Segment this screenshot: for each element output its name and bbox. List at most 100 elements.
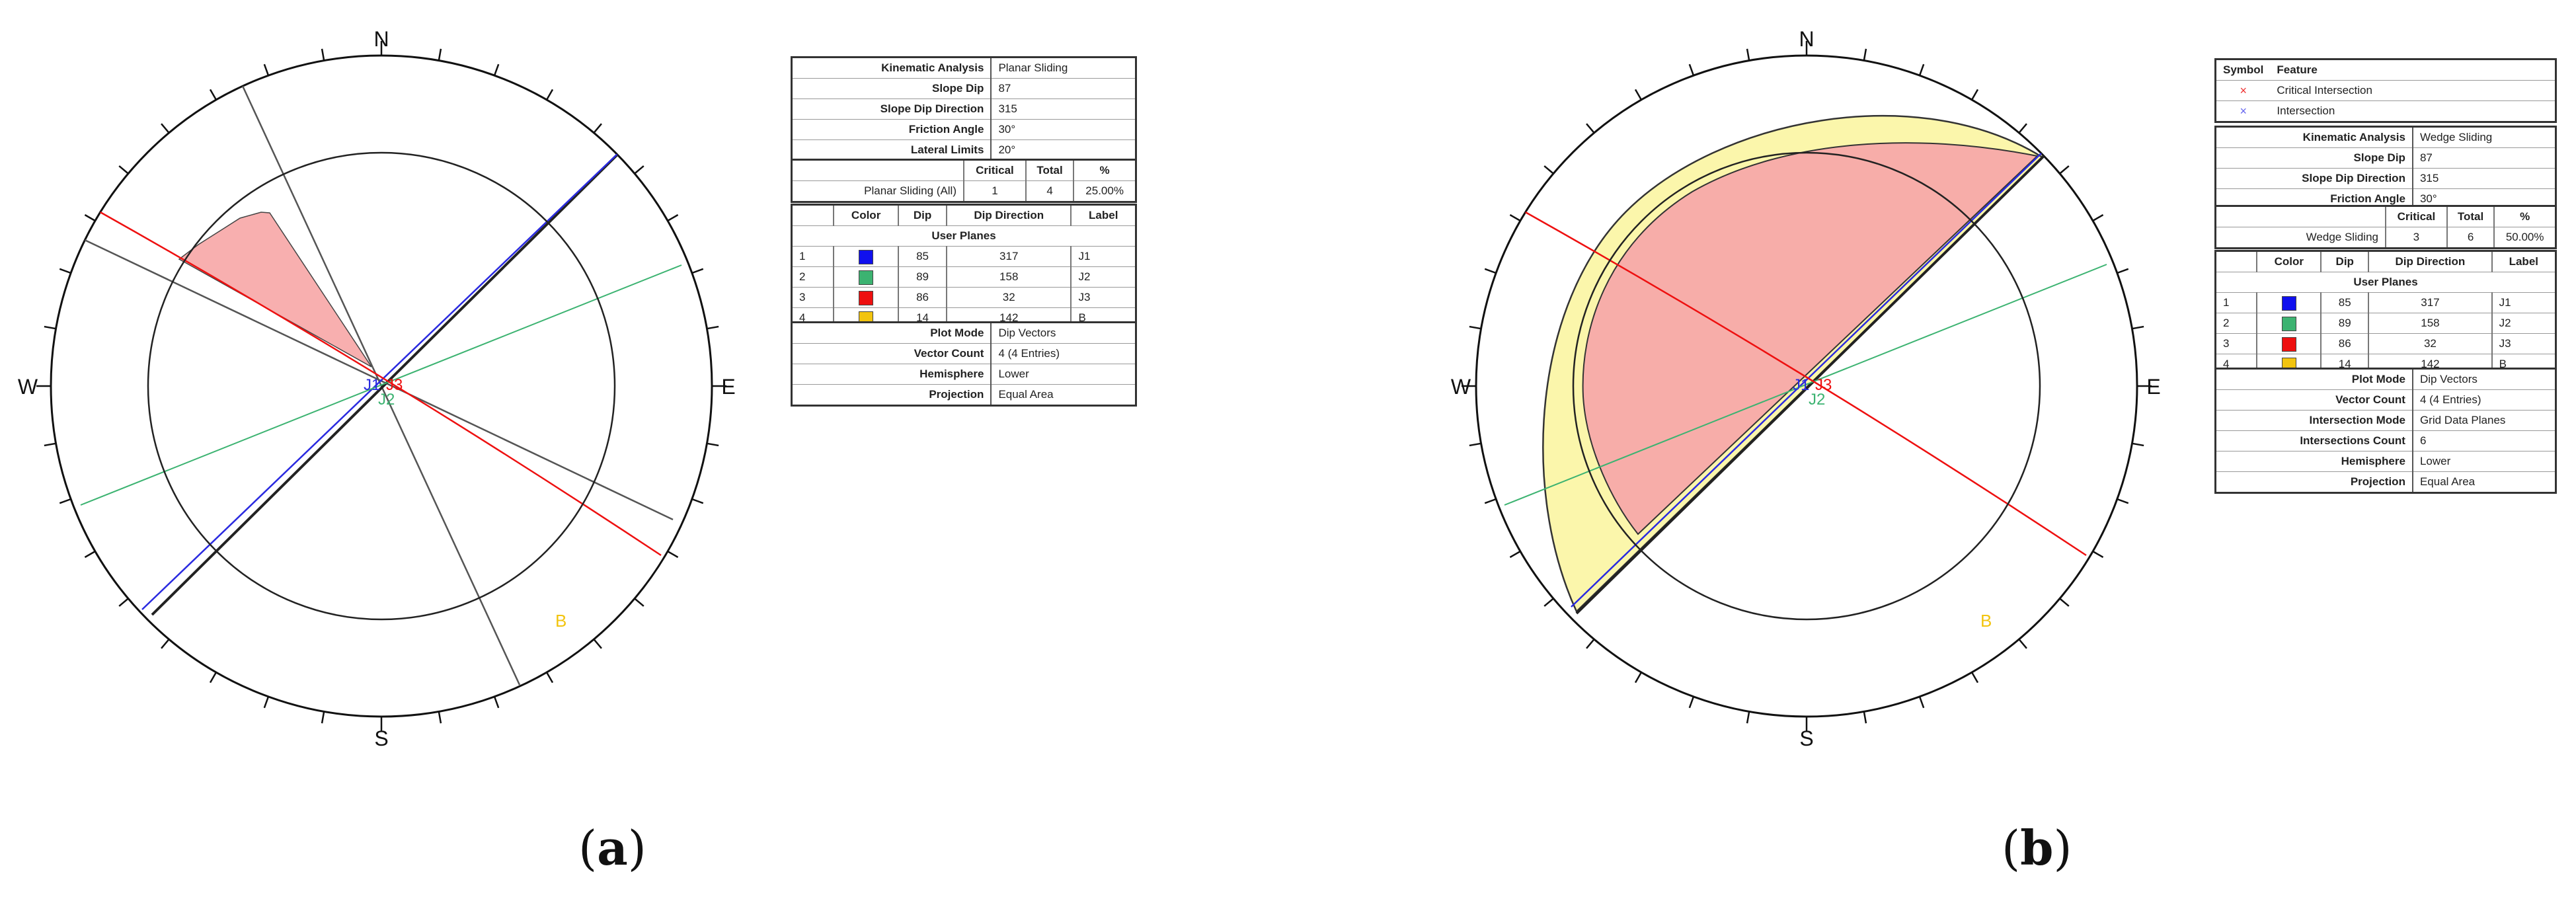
color-swatch xyxy=(2281,336,2296,352)
plane-dipdir: 317 xyxy=(945,246,1072,267)
plot-key: Intersections Count xyxy=(2216,430,2413,451)
label-letter: b xyxy=(2020,820,2054,876)
azimuth-tick xyxy=(1971,89,1979,100)
prop-value: Planar Sliding xyxy=(998,61,1068,74)
plane-dipdir: 158 xyxy=(945,266,1072,288)
planes-header: Dip xyxy=(2320,252,2369,272)
symbol-feature: Critical Intersection xyxy=(2270,80,2555,101)
pole-label-j3-b: J3 xyxy=(1815,376,1832,394)
prop-key: Kinematic Analysis xyxy=(2216,128,2413,148)
azimuth-tick xyxy=(2018,639,2027,649)
compass-n-a: N xyxy=(373,27,389,51)
summary-header-critical: Critical xyxy=(2385,207,2447,227)
plane-dip: 89 xyxy=(2320,313,2369,334)
azimuth-tick xyxy=(667,550,679,559)
table-row: 2 89 158 J2 xyxy=(2216,313,2555,334)
planes-header: Label xyxy=(1070,206,1135,226)
color-swatch xyxy=(859,270,874,285)
compass-w-a: W xyxy=(18,375,38,399)
plane-j1-line-b xyxy=(1571,153,2042,608)
azimuth-tick xyxy=(1746,711,1750,724)
plot-value: Dip Vectors xyxy=(2419,373,2478,385)
pole-label-j2-b: J2 xyxy=(1809,391,1825,409)
properties-table-a: Kinematic Analysis Planar Sliding Slope D… xyxy=(791,56,1137,162)
prop-key: Kinematic Analysis xyxy=(793,58,992,79)
wedge-critical-zone-b xyxy=(1582,142,2039,535)
plane-dip: 89 xyxy=(898,266,947,288)
azimuth-tick xyxy=(691,498,704,504)
planes-header: Dip Direction xyxy=(945,206,1072,226)
azimuth-tick xyxy=(1484,498,1497,504)
azimuth-tick xyxy=(161,123,170,134)
azimuth-tick xyxy=(593,639,602,649)
prop-value: 315 xyxy=(991,98,1135,120)
plane-index: 2 xyxy=(793,266,834,288)
summary-header-critical: Critical xyxy=(963,161,1026,181)
azimuth-tick xyxy=(1509,214,1521,222)
plane-label: J1 xyxy=(1070,246,1135,267)
azimuth-tick xyxy=(545,89,554,100)
summary-table-a: Critical Total% Planar Sliding (All) 1 4 25.… xyxy=(791,159,1137,203)
list-item: × Intersection xyxy=(2216,100,2555,121)
critical-zone-a xyxy=(178,212,372,368)
azimuth-tick xyxy=(209,89,217,100)
friction-circle-b xyxy=(1572,151,2041,621)
primitive-circle-a xyxy=(50,54,713,718)
slope-face-line-b xyxy=(1575,155,2045,615)
label-open: ( xyxy=(2002,820,2021,876)
intersection-icon: × xyxy=(2216,100,2271,121)
plot-value: Equal Area xyxy=(991,384,1135,405)
azimuth-tick xyxy=(634,598,644,607)
plane-j1-line-a xyxy=(141,153,619,610)
table-row: 3 86 32 J3 xyxy=(2216,333,2555,354)
azimuth-ticks-b xyxy=(1462,41,2152,731)
azimuth-tick xyxy=(2059,165,2070,175)
azimuth-tick xyxy=(1634,672,1643,684)
summary-pct: 25.00% xyxy=(1073,180,1135,201)
pole-label-j3-a: J3 xyxy=(386,376,403,394)
prop-key: Slope Dip xyxy=(793,78,992,99)
azimuth-tick xyxy=(438,48,442,61)
compass-s-a: S xyxy=(374,726,388,750)
azimuth-tick xyxy=(1469,442,1481,447)
azimuth-tick xyxy=(493,63,500,76)
azimuth-tick xyxy=(84,550,96,559)
planes-header: Dip Direction xyxy=(2368,252,2492,272)
table-row: 1 85 317 J1 xyxy=(2216,292,2555,313)
azimuth-tick xyxy=(1918,63,1925,76)
azimuth-tick xyxy=(1509,550,1521,559)
list-item: × Critical Intersection xyxy=(2216,80,2555,101)
azimuth-tick xyxy=(2117,498,2129,504)
compass-e-b: E xyxy=(2146,375,2160,399)
primitive-circle-b xyxy=(1475,54,2138,718)
azimuth-tick xyxy=(1634,89,1643,100)
azimuth-tick xyxy=(691,268,704,274)
azimuth-tick xyxy=(1971,672,1979,684)
azimuth-tick xyxy=(2132,325,2144,330)
plot-key: Vector Count xyxy=(2216,389,2413,411)
plot-value: 4 (4 Entries) xyxy=(991,343,1135,364)
azimuth-tick xyxy=(59,498,71,504)
summary-header-pct: % xyxy=(1073,161,1135,181)
plot-key: Plot Mode xyxy=(793,323,992,344)
compass-w-b: W xyxy=(1451,375,1471,399)
azimuth-tick xyxy=(2132,442,2144,447)
summary-header-total: Total xyxy=(2446,207,2495,227)
summary-total: 4 xyxy=(1025,180,1074,201)
feature-header: Feature xyxy=(2277,63,2318,76)
pole-label-b-b: B xyxy=(1980,611,1992,631)
summary-header-pct: % xyxy=(2493,207,2555,227)
prop-value: Wedge Sliding xyxy=(2419,131,2493,143)
plane-label: J3 xyxy=(1070,287,1135,308)
plane-dip: 85 xyxy=(2320,292,2369,313)
plot-value: Dip Vectors xyxy=(998,327,1056,339)
plot-key: Hemisphere xyxy=(2216,451,2413,472)
compass-s-b: S xyxy=(1799,726,1813,750)
symbol-header: Symbol xyxy=(2223,63,2264,76)
plot-key: Intersection Mode xyxy=(2216,410,2413,431)
planes-header: Color xyxy=(833,206,899,226)
plane-dip: 86 xyxy=(898,287,947,308)
color-swatch xyxy=(2281,316,2296,331)
lateral-limit-line-2-a xyxy=(83,238,674,521)
panel-label-a: (a) xyxy=(578,820,646,876)
